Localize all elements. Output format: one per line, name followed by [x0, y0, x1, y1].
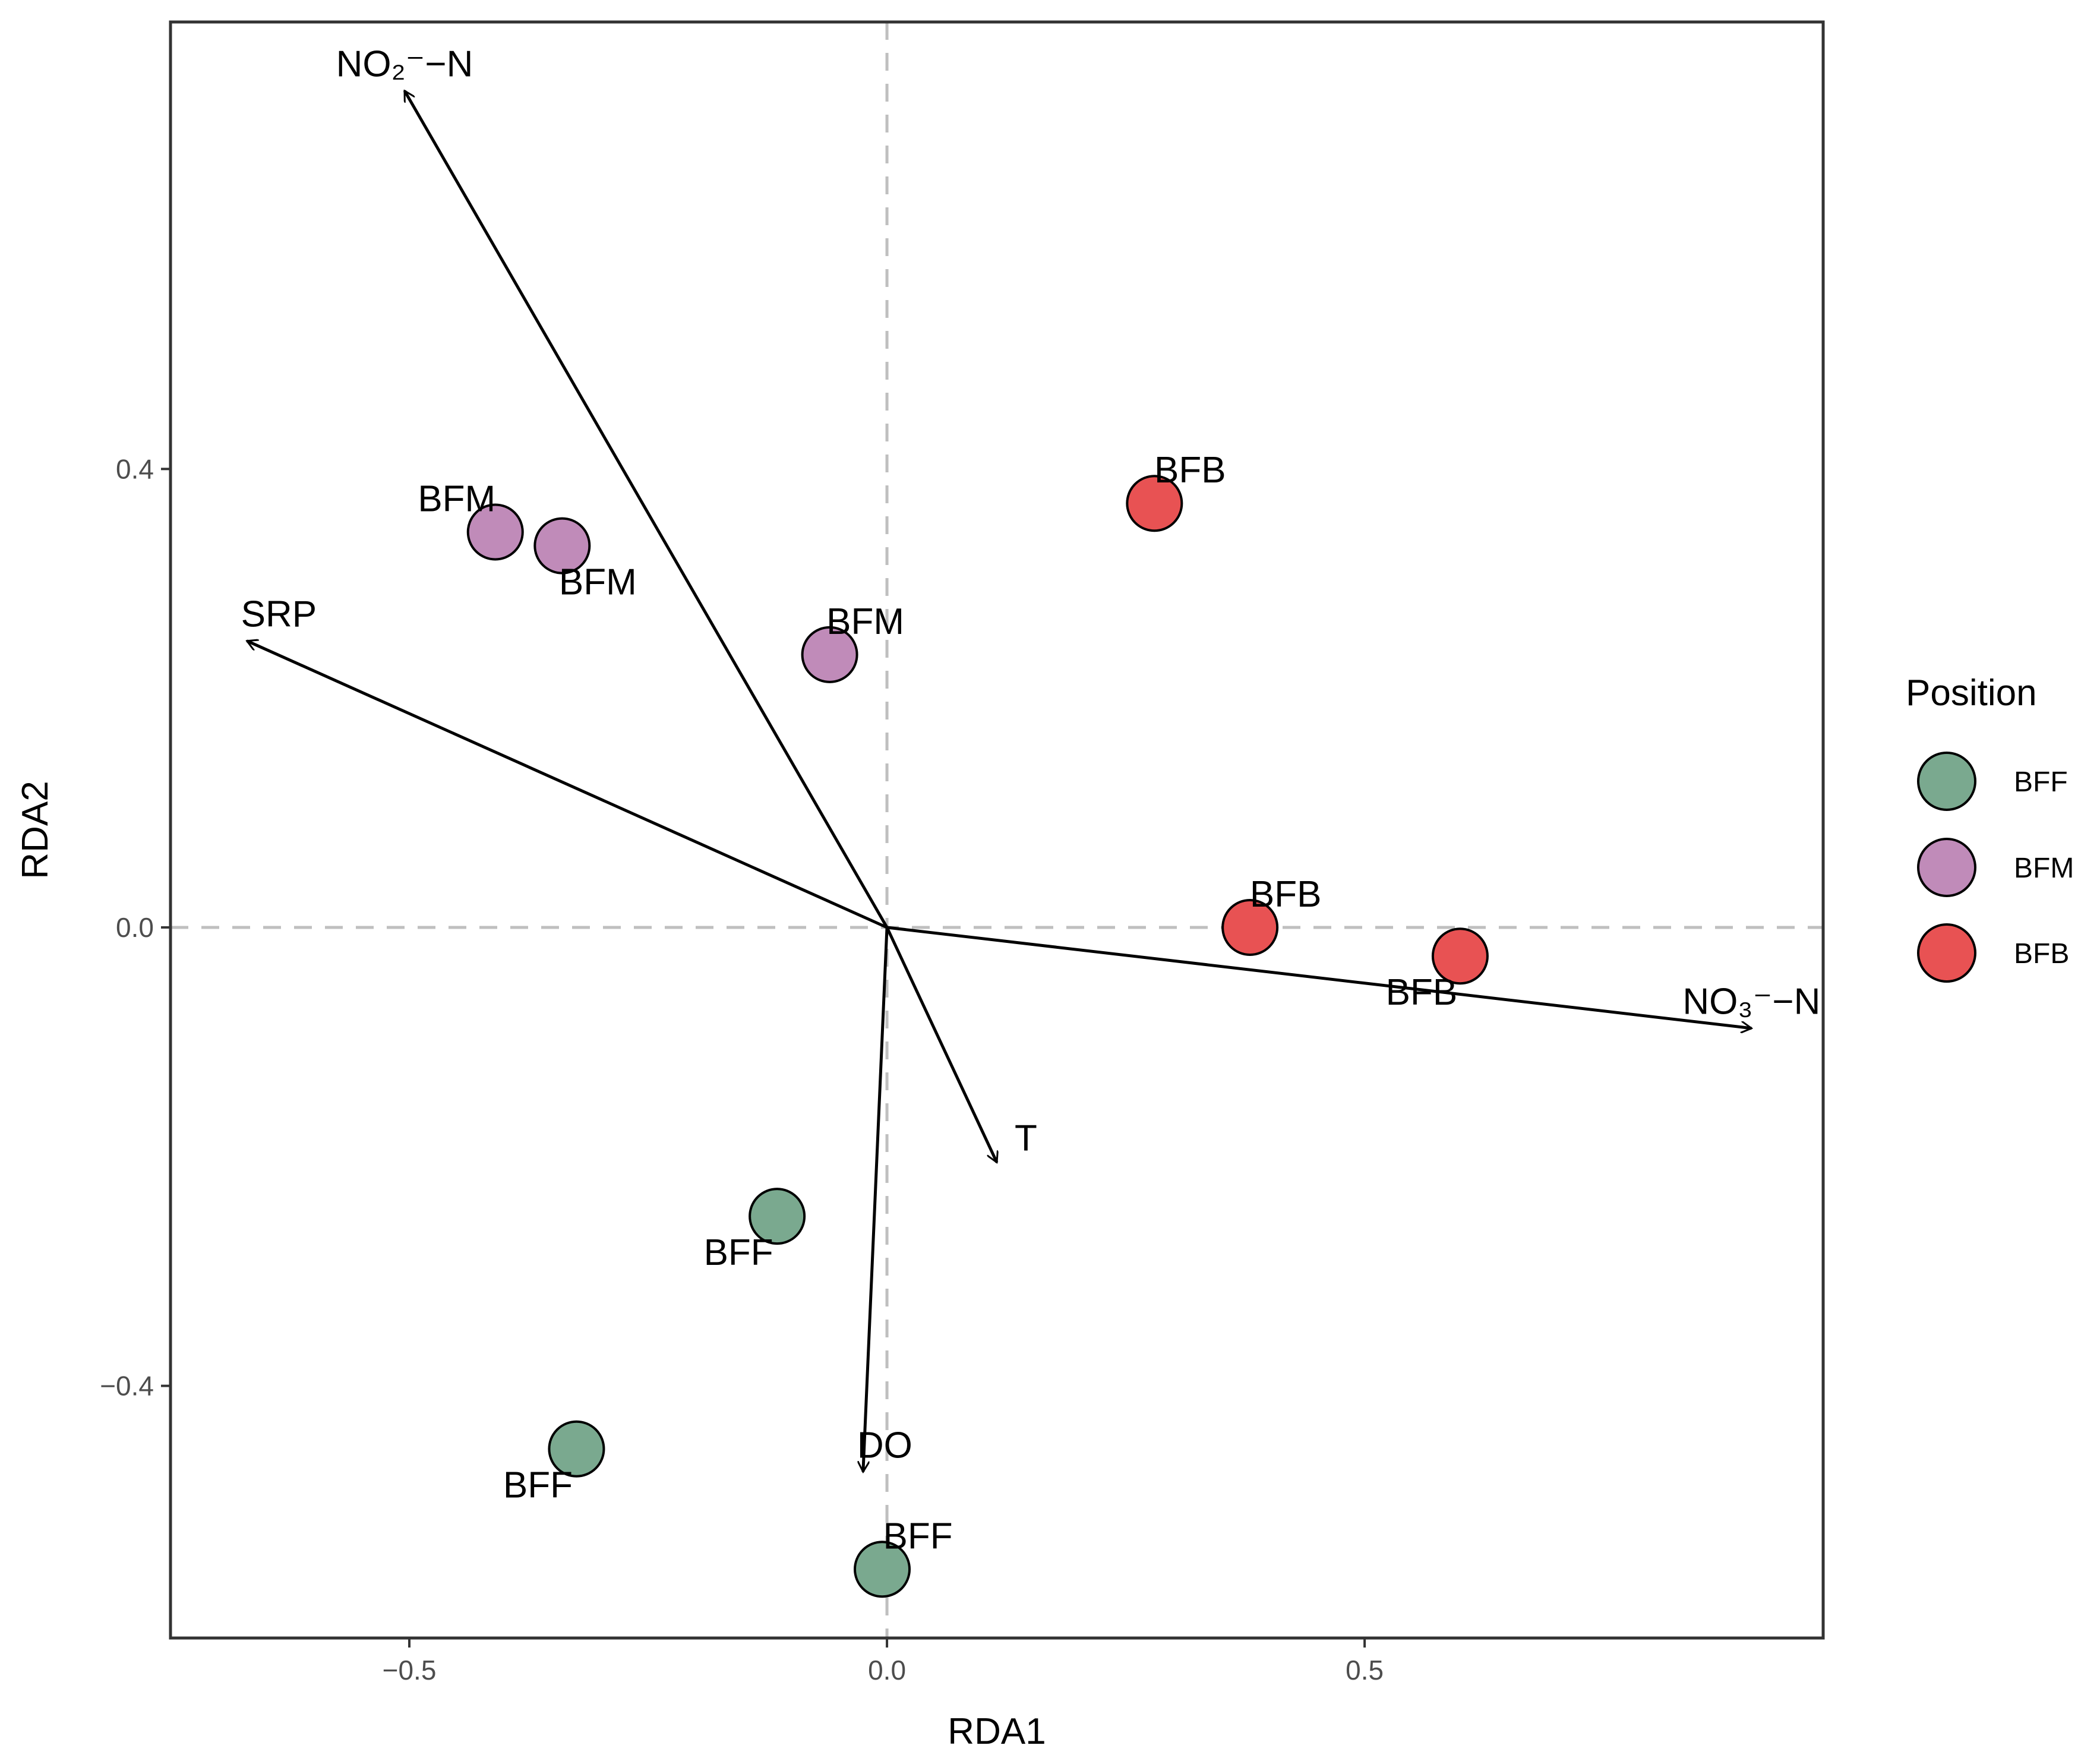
vector-label: NO₂⁻−N: [336, 44, 473, 85]
reference-lines: [170, 22, 1823, 1638]
sample-point-bff: [749, 1188, 806, 1245]
legend-label-bfm: BFM: [2014, 853, 2074, 884]
sample-point-bff: [548, 1420, 605, 1478]
sample-point-label: BFM: [559, 562, 637, 603]
legend-key-bff: [1917, 752, 1976, 811]
legend-key-bfm: [1917, 838, 1976, 897]
sample-point-bff: [854, 1541, 911, 1598]
sample-points: BFM BFM BFM BFB BFB BFB BFF BFF BFF: [418, 450, 1489, 1598]
sample-point-label: BFB: [1250, 874, 1322, 915]
x-tick-label: −0.5: [383, 1655, 437, 1686]
vector-arrow: [403, 91, 889, 929]
sample-point-bfb: [1126, 475, 1183, 532]
x-tick-label: 0.5: [1346, 1655, 1384, 1686]
sample-point-label: BFM: [826, 601, 904, 642]
vector-label: SRP: [241, 594, 317, 635]
sample-point-label: BFF: [704, 1232, 773, 1273]
sample-point-bfm: [801, 626, 858, 683]
vector-arrow: [885, 926, 997, 1162]
y-tick-label: −0.4: [100, 1371, 154, 1402]
legend-label-bff: BFF: [2014, 766, 2068, 798]
axes: −0.5 0.0 0.5 −0.4 0.0 0.4: [100, 453, 1384, 1686]
vector-label: DO: [857, 1425, 912, 1466]
x-tick-label: 0.0: [868, 1655, 906, 1686]
panel-background: [170, 22, 1823, 1638]
vector-label: NO₃⁻−N: [1682, 982, 1820, 1022]
sample-point-bfb: [1221, 898, 1279, 956]
y-axis-title: RDA2: [15, 781, 56, 879]
legend-title: Position: [1906, 673, 2037, 714]
sample-point-bfm: [466, 503, 524, 561]
legend-label-bfb: BFB: [2014, 938, 2069, 970]
sample-point-label: BFF: [503, 1465, 573, 1506]
legend: Position BFF BFM BFB: [1906, 673, 2074, 983]
sample-point-label: BFF: [883, 1516, 952, 1557]
environment-vectors: NO₂⁻−N SRP NO₃⁻−N T DO: [241, 44, 1820, 1472]
vector-arrow: [886, 926, 1751, 1028]
x-axis-title: RDA1: [948, 1711, 1046, 1752]
sample-point-label: BFB: [1386, 972, 1458, 1013]
sample-point-label: BFB: [1154, 450, 1226, 491]
vector-arrow: [247, 641, 888, 929]
legend-key-bfb: [1917, 923, 1976, 983]
sample-point-bfm: [533, 517, 591, 575]
vector-label: T: [1015, 1118, 1037, 1159]
y-tick-label: 0.4: [116, 453, 154, 484]
y-tick-label: 0.0: [116, 912, 154, 943]
vector-arrow: [863, 927, 889, 1472]
sample-point-bfb: [1431, 927, 1489, 985]
sample-point-label: BFM: [418, 478, 495, 519]
panel-border: [169, 20, 1825, 1640]
